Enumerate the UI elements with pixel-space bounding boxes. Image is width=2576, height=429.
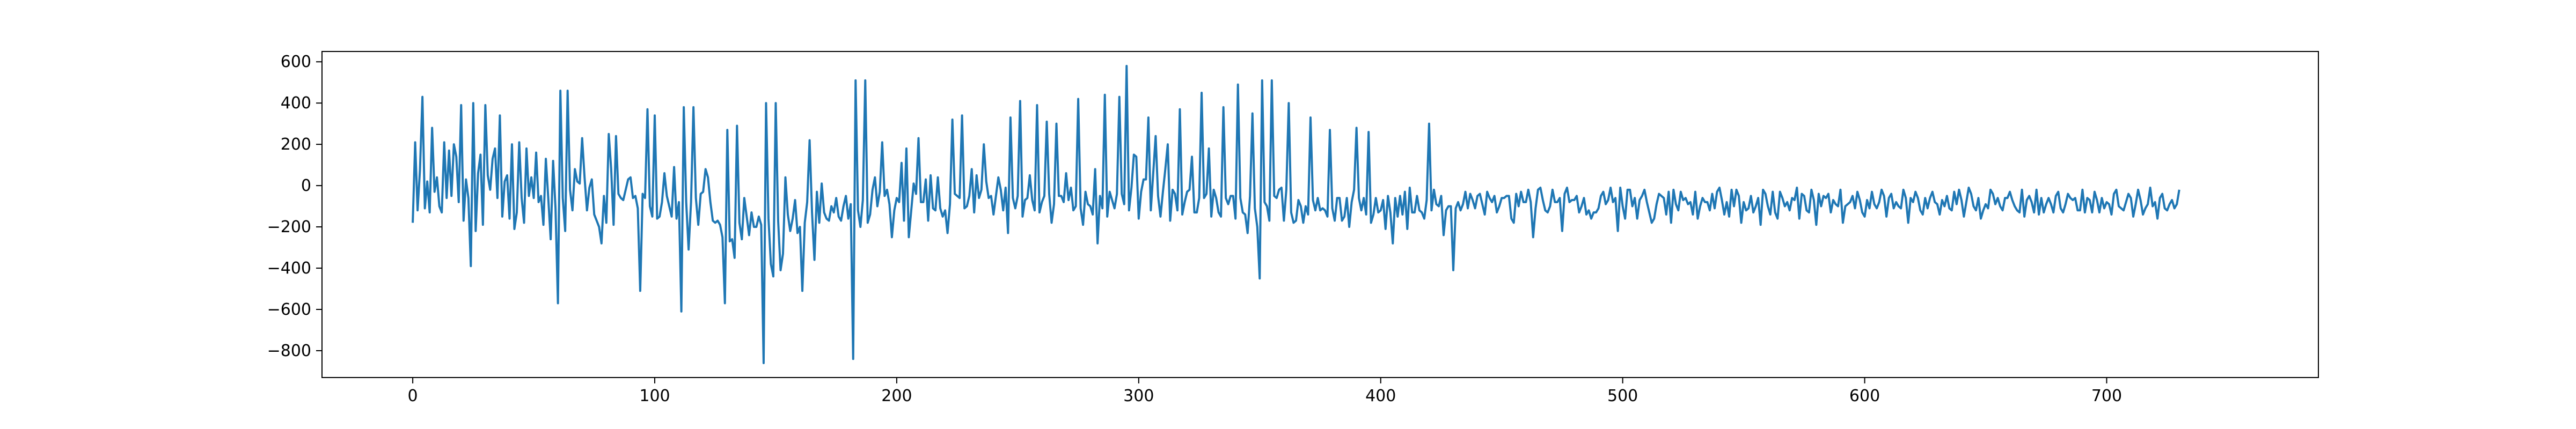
y-tick-label: 600 — [281, 53, 311, 71]
y-tick-label: −600 — [267, 300, 311, 319]
x-tick-label: 300 — [1123, 387, 1154, 405]
y-axis: −800 −600 −400 −200 0 200 400 600 — [267, 53, 322, 360]
x-tick-label: 0 — [408, 387, 418, 405]
y-tick-label: −400 — [267, 259, 311, 278]
y-tick-label: −800 — [267, 342, 311, 360]
x-tick-label: 600 — [1849, 387, 1880, 405]
x-tick-label: 700 — [2091, 387, 2122, 405]
y-tick-label: 400 — [281, 94, 311, 113]
plot-area — [321, 51, 2319, 378]
x-tick-label: 500 — [1607, 387, 1638, 405]
series-line — [412, 64, 2180, 365]
axes-frame — [321, 51, 2319, 378]
x-tick-label: 200 — [881, 387, 912, 405]
y-tick-label: 0 — [301, 176, 311, 195]
x-tick-label: 100 — [639, 387, 670, 405]
y-tick-label: −200 — [267, 218, 311, 236]
x-tick-label: 400 — [1365, 387, 1396, 405]
y-tick-label: 200 — [281, 135, 311, 154]
x-axis: 0 100 200 300 400 500 600 700 — [408, 378, 2122, 405]
